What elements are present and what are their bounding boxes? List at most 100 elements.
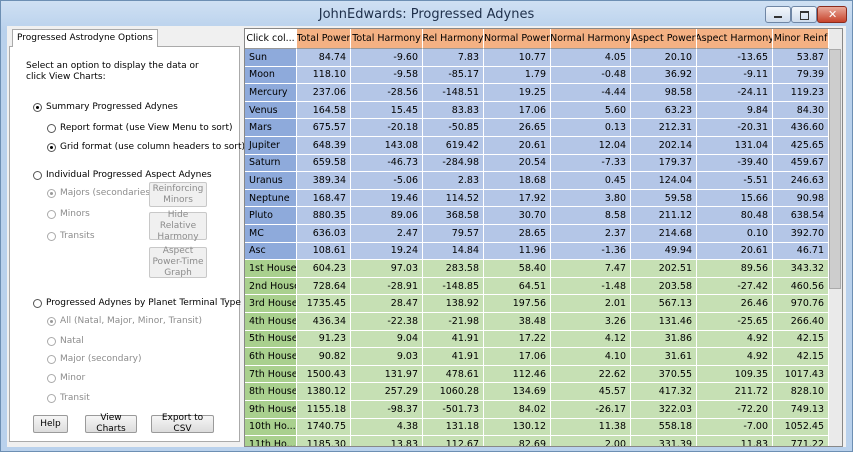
grid-cell: -7.33 — [551, 154, 631, 173]
options-tab[interactable]: Progressed Astrodyne Options — [12, 29, 158, 47]
row-header[interactable]: 10th Ho... — [245, 418, 297, 437]
row-header[interactable]: Uranus — [245, 172, 297, 190]
grid-cell: 79.39 — [773, 66, 829, 85]
grid-cell: -50.85 — [423, 119, 484, 137]
row-header[interactable]: 7th House — [245, 365, 297, 384]
option-button[interactable]: Reinforcing Minors — [149, 182, 207, 207]
column-header[interactable]: Aspect Harmony — [697, 29, 773, 49]
grid-cell: 38.48 — [484, 313, 551, 331]
minimize-button[interactable] — [765, 6, 791, 23]
action-button[interactable]: View Charts — [85, 413, 137, 434]
maximize-button[interactable] — [791, 6, 817, 23]
row-header[interactable]: 2nd House — [245, 277, 297, 296]
grid-cell: -24.11 — [697, 84, 773, 102]
grid-cell: -5.51 — [697, 172, 773, 190]
row-header[interactable]: 8th House — [245, 383, 297, 401]
column-header[interactable]: Normal Harmony — [551, 29, 631, 49]
grid-cell: 4.38 — [351, 418, 423, 437]
column-header[interactable]: Aspect Power — [631, 29, 697, 49]
row-header[interactable]: Asc — [245, 242, 297, 261]
column-header[interactable]: Total Harmony — [351, 29, 423, 49]
action-button[interactable]: Help — [33, 415, 68, 433]
option-button[interactable]: Aspect Power-Time Graph — [149, 246, 207, 278]
grid-cell: 19.25 — [484, 84, 551, 102]
column-header[interactable]: Total Power — [297, 29, 351, 49]
row-header[interactable]: Moon — [245, 66, 297, 85]
grid-cell: 9.04 — [351, 330, 423, 349]
grid-cell: 41.91 — [423, 330, 484, 349]
row-header[interactable]: 6th House — [245, 348, 297, 366]
row-header[interactable]: Pluto — [245, 207, 297, 225]
row-header[interactable]: Venus — [245, 101, 297, 120]
data-grid: Click col... Total Power Total Harmony Rel … — [244, 28, 843, 447]
radio-label: All (Natal, Major, Minor, Transit) — [60, 316, 202, 326]
grid-cell: 343.32 — [773, 260, 829, 278]
radio-button[interactable] — [47, 124, 56, 133]
grid-cell: 84.02 — [484, 401, 551, 419]
radio-button — [47, 232, 56, 241]
radio-button[interactable] — [33, 103, 42, 112]
grid-cell: 1052.45 — [773, 418, 829, 437]
row-header[interactable]: Mercury — [245, 84, 297, 102]
grid-cell: 2.01 — [551, 295, 631, 313]
column-header[interactable]: Click col... — [245, 29, 297, 49]
grid-cell: 31.86 — [631, 330, 697, 349]
grid-cell: 131.04 — [697, 137, 773, 155]
grid-cell: 459.67 — [773, 154, 829, 173]
row-header[interactable]: Saturn — [245, 154, 297, 173]
grid-cell: 5.60 — [551, 101, 631, 120]
column-header[interactable]: Rel Harmony — [423, 29, 484, 49]
grid-cell: 17.06 — [484, 101, 551, 120]
grid-cell: 26.65 — [484, 119, 551, 137]
grid-cell: 41.91 — [423, 348, 484, 366]
radio-label: Transit — [60, 393, 90, 403]
row-header[interactable]: Jupiter — [245, 137, 297, 155]
grid-cell: 134.69 — [484, 383, 551, 401]
grid-cell: 179.37 — [631, 154, 697, 173]
grid-cell: 7.83 — [423, 49, 484, 67]
grid-cell: 11.83 — [697, 436, 773, 446]
column-header[interactable]: Minor Reinf — [773, 29, 829, 49]
grid-cell: 130.12 — [484, 418, 551, 437]
grid-cell: 42.15 — [773, 348, 829, 366]
grid-cell: 771.22 — [773, 436, 829, 446]
row-header[interactable]: Mars — [245, 119, 297, 137]
grid-cell: 880.35 — [297, 207, 351, 225]
window-title: JohnEdwards: Progressed Adynes — [318, 7, 535, 22]
radio-label: Report format (use View Menu to sort) — [60, 123, 233, 133]
grid-cell: 20.54 — [484, 154, 551, 173]
row-header[interactable]: 3rd House — [245, 295, 297, 313]
grid-cell: 118.10 — [297, 66, 351, 85]
grid-cell: -98.37 — [351, 401, 423, 419]
grid-cell: 197.56 — [484, 295, 551, 313]
grid-cell: 17.06 — [484, 348, 551, 366]
option-button[interactable]: Hide Relative Harmony — [149, 210, 207, 242]
radio-button[interactable] — [47, 143, 56, 152]
grid-cell: 4.92 — [697, 348, 773, 366]
radio-button[interactable] — [33, 171, 42, 180]
row-header[interactable]: 1st House — [245, 260, 297, 278]
grid-cell: 283.58 — [423, 260, 484, 278]
radio-button — [47, 210, 56, 219]
radio-label: Major (secondary) — [60, 354, 142, 364]
row-header[interactable]: 4th House — [245, 313, 297, 331]
row-header[interactable]: Neptune — [245, 189, 297, 208]
row-header[interactable]: Sun — [245, 49, 297, 67]
grid-cell: 425.65 — [773, 137, 829, 155]
column-header[interactable]: Normal Power — [484, 29, 551, 49]
action-button[interactable]: Export to CSV — [151, 413, 214, 434]
row-header[interactable]: MC — [245, 225, 297, 243]
grid-cell: 63.23 — [631, 101, 697, 120]
grid-cell: -28.56 — [351, 84, 423, 102]
radio-button — [47, 355, 56, 364]
row-header[interactable]: 11th Ho... — [245, 436, 297, 446]
grid-cell: 1500.43 — [297, 365, 351, 384]
close-button[interactable]: ✕ — [817, 6, 847, 23]
row-header[interactable]: 9th House — [245, 401, 297, 419]
grid-cell: -9.60 — [351, 49, 423, 67]
radio-button[interactable] — [33, 299, 42, 308]
grid-cell: 9.03 — [351, 348, 423, 366]
row-header[interactable]: 5th House — [245, 330, 297, 349]
grid-cell: 0.45 — [551, 172, 631, 190]
